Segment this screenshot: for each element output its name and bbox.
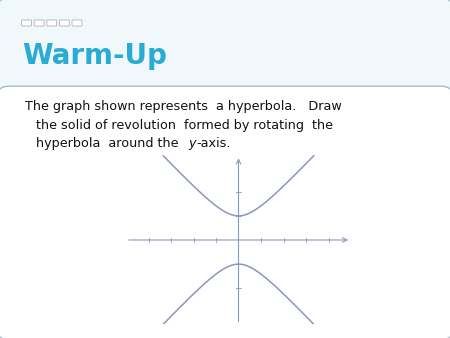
Text: -axis.: -axis. xyxy=(196,137,231,150)
FancyBboxPatch shape xyxy=(59,20,69,26)
FancyBboxPatch shape xyxy=(47,20,57,26)
FancyBboxPatch shape xyxy=(0,0,450,96)
FancyBboxPatch shape xyxy=(34,20,44,26)
Text: hyperbola  around the: hyperbola around the xyxy=(36,137,183,150)
FancyBboxPatch shape xyxy=(0,86,450,338)
FancyBboxPatch shape xyxy=(72,20,82,26)
Text: The graph shown represents  a hyperbola.   Draw: The graph shown represents a hyperbola. … xyxy=(25,100,342,113)
Text: Warm-Up: Warm-Up xyxy=(22,42,167,70)
Text: the solid of revolution  formed by rotating  the: the solid of revolution formed by rotati… xyxy=(36,119,333,131)
FancyBboxPatch shape xyxy=(22,20,32,26)
Text: y: y xyxy=(188,137,196,150)
